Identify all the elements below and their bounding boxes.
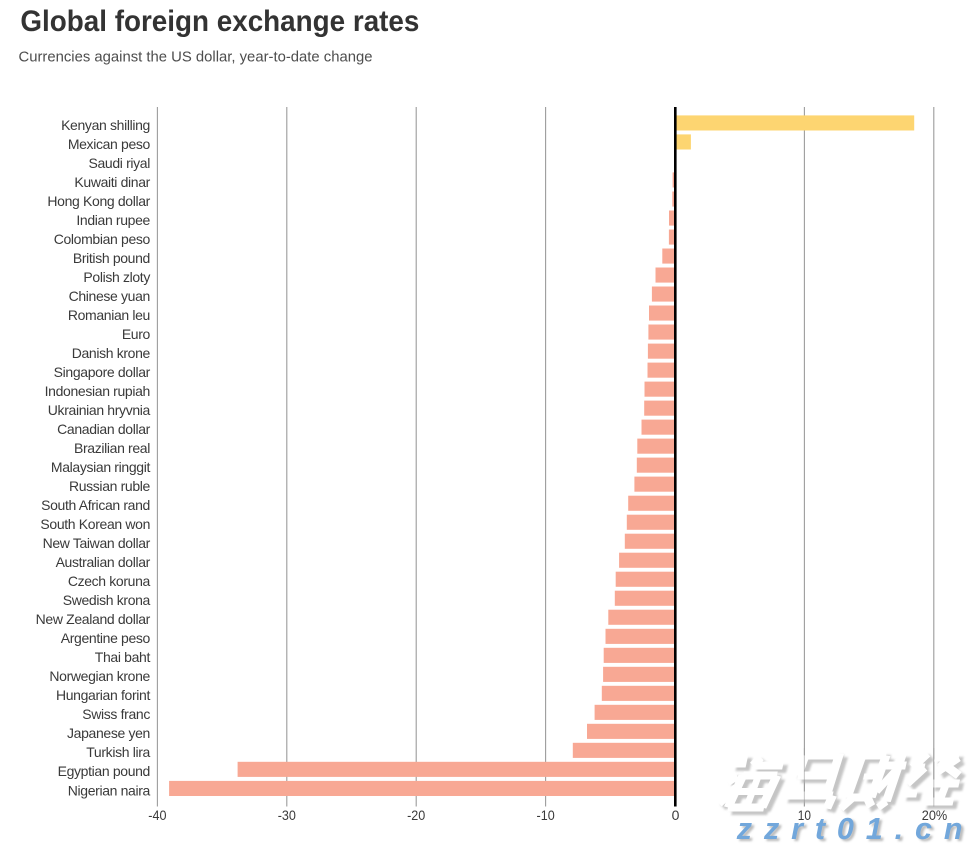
svg-text:Swiss franc: Swiss franc	[82, 706, 150, 722]
svg-text:Danish krone: Danish krone	[72, 345, 151, 361]
svg-text:New Zealand dollar: New Zealand dollar	[36, 611, 151, 627]
svg-text:Currencies against the US doll: Currencies against the US dollar, year-t…	[19, 49, 373, 66]
svg-text:Thai baht: Thai baht	[95, 649, 151, 665]
svg-text:Chinese yuan: Chinese yuan	[69, 288, 150, 304]
svg-text:Kuwaiti dinar: Kuwaiti dinar	[74, 174, 150, 190]
svg-text:Russian ruble: Russian ruble	[69, 478, 151, 494]
svg-text:Saudi riyal: Saudi riyal	[88, 155, 150, 171]
svg-text:Polish zloty: Polish zloty	[83, 269, 150, 285]
svg-text:South African rand: South African rand	[41, 497, 150, 513]
svg-text:Mexican peso: Mexican peso	[68, 136, 151, 152]
svg-text:Czech koruna: Czech koruna	[68, 573, 151, 589]
svg-text:New Taiwan dollar: New Taiwan dollar	[43, 535, 151, 551]
svg-text:Colombian peso: Colombian peso	[54, 231, 151, 247]
svg-text:South Korean won: South Korean won	[40, 516, 150, 532]
svg-text:Egyptian pound: Egyptian pound	[58, 763, 150, 779]
svg-text:British pound: British pound	[73, 250, 150, 266]
svg-text:Indian rupee: Indian rupee	[76, 212, 150, 228]
svg-text:0: 0	[672, 808, 680, 823]
svg-text:-20: -20	[407, 808, 425, 823]
svg-text:Brazilian real: Brazilian real	[74, 440, 150, 456]
svg-text:Hong Kong dollar: Hong Kong dollar	[47, 193, 150, 209]
svg-text:20%: 20%	[922, 808, 948, 823]
svg-text:Canadian dollar: Canadian dollar	[57, 421, 151, 437]
svg-text:zzrt01.cn: zzrt01.cn	[738, 814, 973, 845]
svg-text:Nigerian naira: Nigerian naira	[68, 782, 151, 798]
svg-text:Swedish krona: Swedish krona	[63, 592, 151, 608]
svg-text:Romanian leu: Romanian leu	[68, 307, 150, 323]
svg-text:Indonesian rupiah: Indonesian rupiah	[45, 383, 150, 399]
svg-text:Ukrainian hryvnia: Ukrainian hryvnia	[48, 402, 151, 418]
svg-text:-30: -30	[278, 808, 296, 823]
svg-text:-40: -40	[148, 808, 166, 823]
svg-text:Singapore dollar: Singapore dollar	[54, 364, 151, 380]
svg-text:Global foreign exchange rates: Global foreign exchange rates	[20, 5, 419, 38]
svg-text:Malaysian ringgit: Malaysian ringgit	[51, 459, 151, 475]
svg-text:Japanese yen: Japanese yen	[67, 725, 150, 741]
svg-text:Argentine peso: Argentine peso	[61, 630, 151, 646]
svg-text:Australian dollar: Australian dollar	[56, 554, 151, 570]
svg-text:-10: -10	[537, 808, 555, 823]
svg-text:Hungarian forint: Hungarian forint	[56, 687, 150, 703]
svg-text:10: 10	[798, 808, 811, 823]
svg-text:Euro: Euro	[122, 326, 151, 342]
svg-text:zzrt01.cn: zzrt01.cn	[736, 812, 973, 845]
svg-text:Norwegian krone: Norwegian krone	[49, 668, 150, 684]
svg-text:Kenyan shilling: Kenyan shilling	[61, 117, 150, 133]
svg-text:Turkish lira: Turkish lira	[86, 744, 150, 760]
